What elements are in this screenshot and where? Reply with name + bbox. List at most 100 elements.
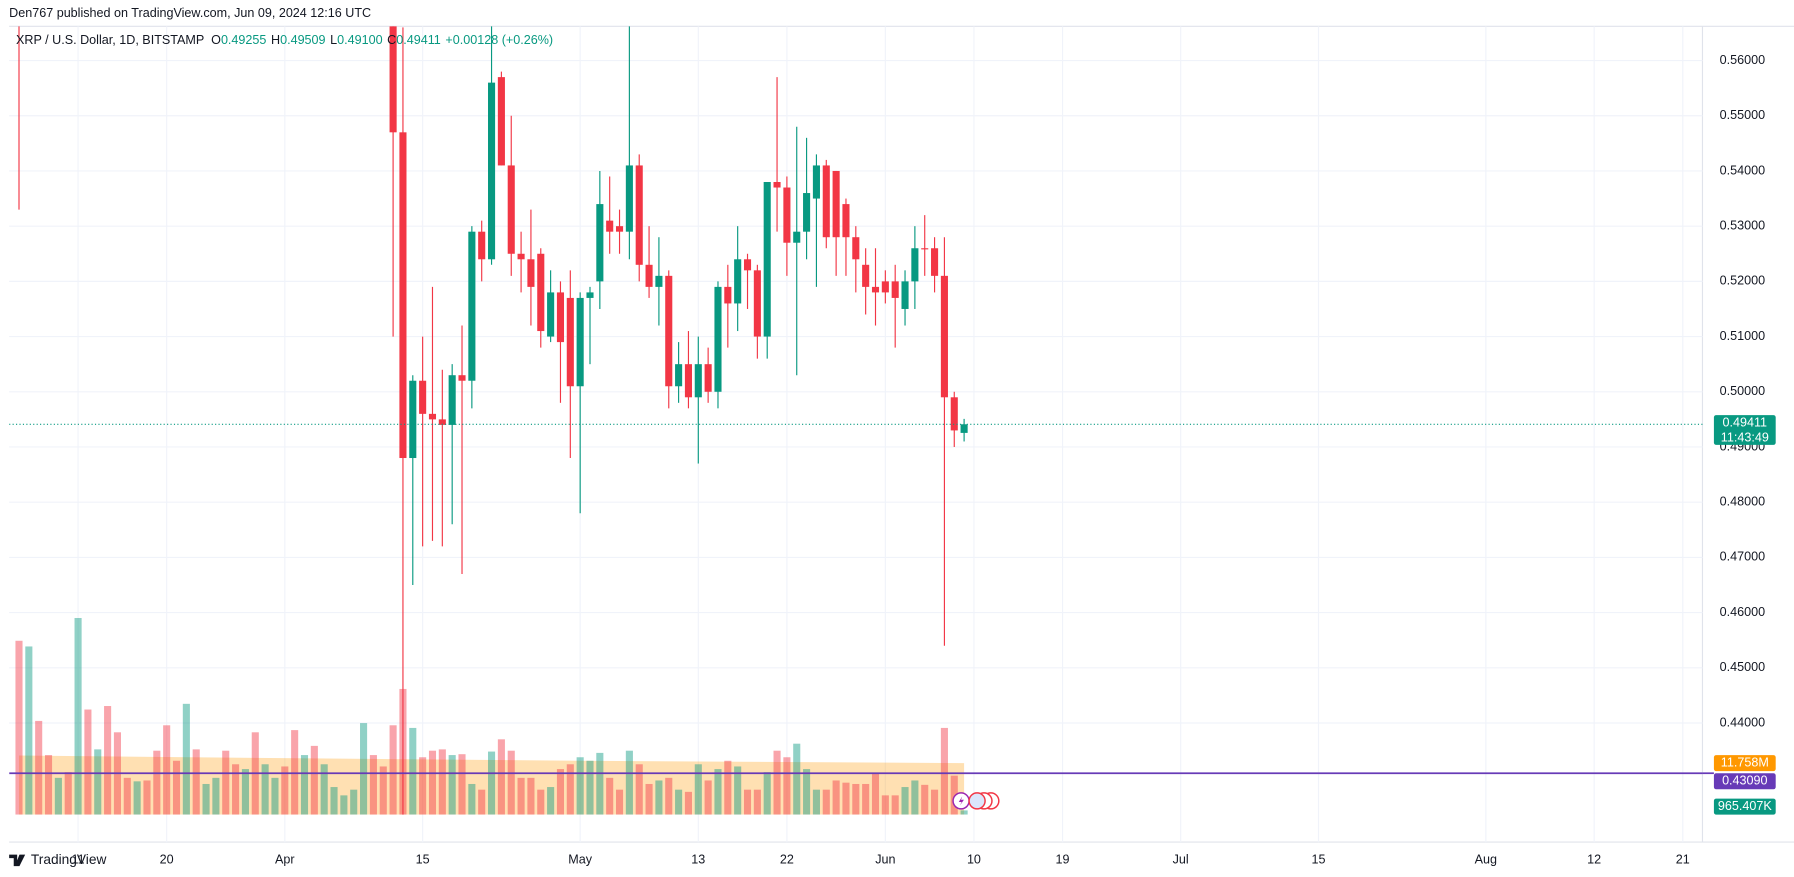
publisher-header: Den767 published on TradingView.com, Jun… [9, 6, 371, 20]
candle-body [537, 253, 545, 332]
volume-bar [192, 749, 200, 815]
candle-body [714, 286, 722, 392]
volume-bar [350, 789, 358, 815]
candle-body [478, 231, 486, 260]
candle-body [517, 253, 525, 260]
volume-bar [714, 769, 722, 815]
candle-body [586, 292, 594, 298]
candle-body [763, 182, 771, 337]
volume-bar [212, 777, 220, 815]
volume-bar [172, 760, 181, 815]
x-tick-label: Jun [875, 853, 895, 867]
volume-bar [950, 775, 958, 815]
x-tick-label: May [568, 853, 592, 867]
candle-body [625, 165, 633, 232]
candle-body [960, 424, 968, 433]
y-tick-label: 0.51000 [1720, 329, 1765, 343]
candle-body [665, 275, 673, 387]
candle-body [881, 281, 889, 293]
brand-name: TradingView [31, 852, 107, 867]
volume-bar [379, 766, 387, 815]
candle-body [734, 259, 742, 304]
x-tick-label: 15 [416, 853, 430, 867]
volume-bar [832, 780, 840, 815]
volume-bar [822, 789, 830, 815]
candle-body [566, 297, 574, 387]
candle-body [488, 82, 496, 260]
volume-bar [340, 795, 348, 815]
volume-bar [507, 750, 515, 815]
y-tick-label: 0.53000 [1720, 218, 1765, 232]
candle-body [783, 187, 791, 243]
candle-body [615, 226, 624, 232]
volume-bar [891, 795, 899, 815]
volume-bar [409, 727, 417, 815]
volume-bar [763, 772, 771, 815]
lightning-glyph [958, 796, 964, 806]
legend-key: L [330, 34, 337, 48]
volume-bar [54, 777, 62, 815]
volume-bar [133, 781, 141, 815]
volume-bar [25, 646, 33, 815]
brand-logo: TradingView [9, 852, 106, 867]
volume-bar [625, 750, 633, 815]
volume-bar [222, 750, 230, 815]
candle-body [458, 375, 466, 381]
candle-body [645, 264, 653, 287]
volume-ma-tag-label: 11.758M [1721, 755, 1769, 769]
volume-bar [684, 791, 692, 815]
volume-bar [743, 789, 752, 815]
candle-body [655, 275, 663, 287]
volume-bar [901, 787, 909, 815]
x-tick-label: Jul [1173, 853, 1189, 867]
candle-body [635, 165, 643, 265]
legend: XRP / U.S. Dollar, 1D, BITSTAMP O0.49255 H… [16, 34, 553, 48]
candle-body [399, 132, 407, 459]
volume-bar [862, 783, 870, 815]
y-tick-label: 0.54000 [1720, 163, 1765, 177]
candle-body [862, 264, 870, 287]
candle-body [950, 397, 958, 431]
candle-body [675, 364, 683, 387]
candle-body [438, 419, 446, 425]
candle-body [556, 292, 565, 343]
legend-key: C [387, 34, 396, 48]
legend-value: 0.49509 [280, 34, 325, 48]
volume-bar [300, 755, 309, 815]
price-tag-value: 0.49411 [1723, 415, 1768, 429]
volume-bar [803, 769, 811, 815]
volume-bar [556, 769, 565, 815]
volume-bar [783, 757, 791, 815]
volume-bar [271, 777, 279, 815]
x-tick-label: 11 [72, 853, 85, 867]
logo-icon [9, 854, 26, 867]
volume-bar [35, 720, 43, 815]
candle-body [448, 375, 456, 425]
volume-bar [537, 789, 545, 815]
price-tag [1713, 415, 1776, 445]
candle-body [842, 204, 850, 238]
candle-body [694, 364, 702, 398]
horizontal-line-tag-label: 0.43090 [1722, 774, 1767, 788]
volume-bar [84, 709, 92, 815]
candle-body [832, 170, 840, 238]
volume-bar [182, 703, 190, 815]
volume-bar [547, 787, 555, 815]
volume-bar [911, 780, 919, 815]
volume-bar [163, 725, 171, 815]
volume-bar [517, 777, 525, 815]
volume-bar [497, 739, 505, 815]
volume-bar [812, 789, 820, 815]
y-tick-label: 0.52000 [1720, 274, 1765, 288]
volume-bar [104, 706, 112, 815]
legend-change: +0.00128 (+0.26%) [445, 34, 553, 48]
y-tick-label: 0.48000 [1720, 495, 1765, 509]
volume-bar [694, 764, 702, 815]
volume-bar [320, 764, 328, 815]
volume-bar [202, 783, 210, 815]
x-tick-label: Apr [275, 853, 295, 867]
candle-body [931, 248, 939, 276]
volume-bar [291, 730, 299, 815]
